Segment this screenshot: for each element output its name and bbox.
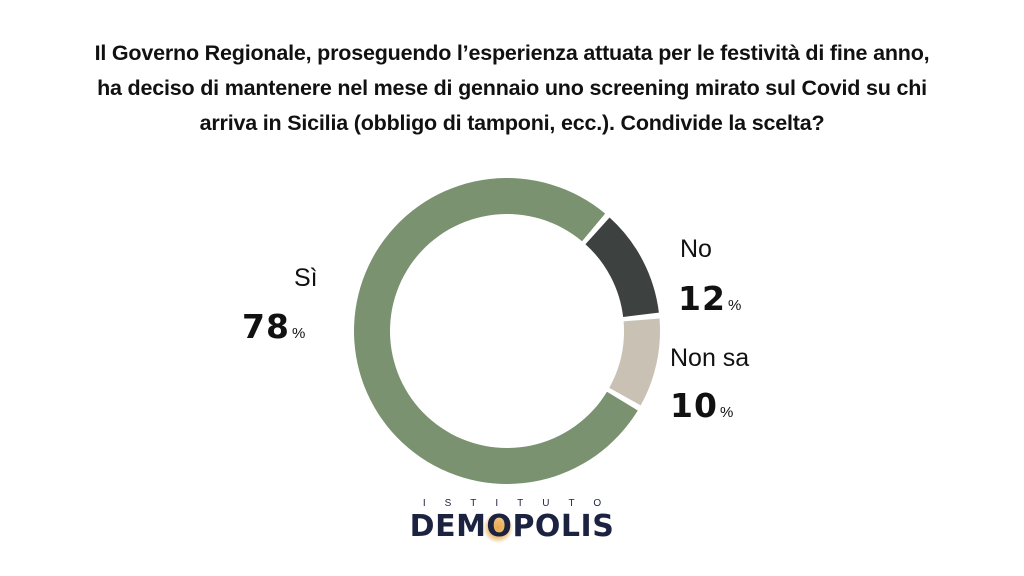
demopolis-logo: ISTITUTO DEMOPOLIS [362,498,662,543]
label-no-number: 12 [678,279,726,318]
logo-main-part2: POLIS [512,509,615,544]
logo-o-mark: O [483,509,514,544]
slice-no [585,217,659,317]
label-no-unit: % [727,297,742,314]
label-nonsa-value: 10% [670,386,733,425]
chart-title: Il Governo Regionale, proseguendo l’espe… [20,36,1004,141]
label-nonsa-name: Non sa [670,344,750,372]
label-no-value: 12% [678,279,741,318]
logo-istituto: ISTITUTO [422,498,621,509]
label-si-value: 78% [242,307,305,346]
slice-si [354,177,638,484]
slice-nonsa [609,318,660,406]
label-nonsa-number: 10 [670,386,718,425]
title-line-2: ha deciso di mantenere nel mese di genna… [97,76,927,100]
label-si-unit: % [291,325,306,342]
logo-demopolis: DEMOPOLIS [362,511,662,543]
title-line-3: arriva in Sicilia (obbligo di tamponi, e… [199,111,825,135]
label-si-name: Sì [294,264,318,292]
title-line-1: Il Governo Regionale, proseguendo l’espe… [94,41,930,65]
label-si-number: 78 [242,307,290,346]
logo-main-part1: DEM [409,509,487,544]
label-nonsa-unit: % [719,404,734,421]
label-no-name: No [680,235,712,263]
